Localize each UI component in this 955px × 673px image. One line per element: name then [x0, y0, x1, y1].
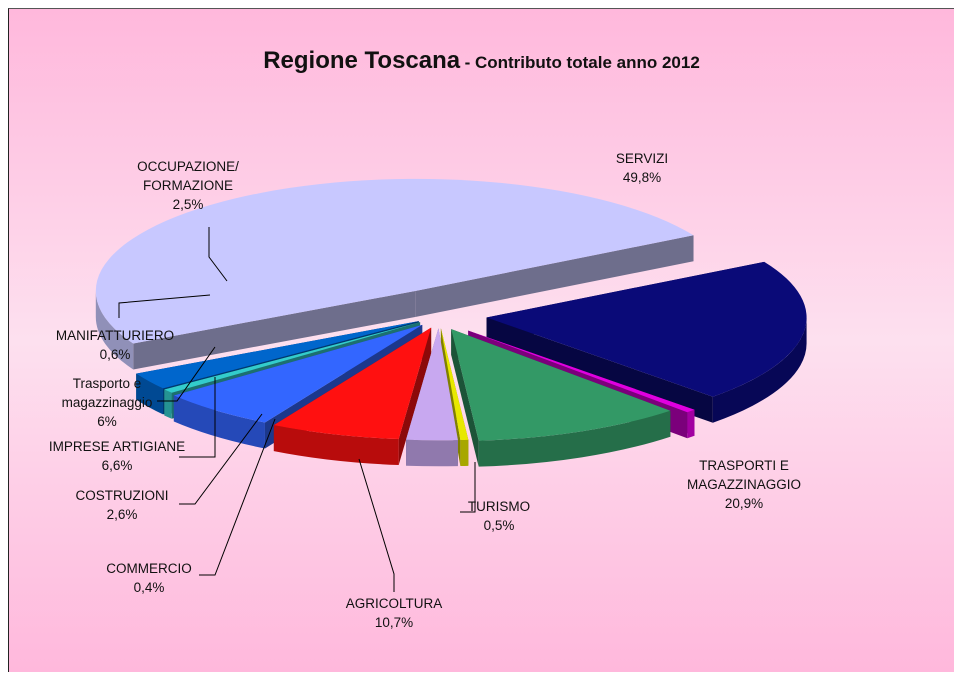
- chart-title: Regione Toscana - Contributo totale anno…: [9, 47, 954, 75]
- label-commercio-pct: 0,4%: [133, 580, 165, 595]
- leader-turismo: [460, 462, 476, 513]
- label-occupazione-formazione: OCCUPAZIONE/ FORMAZIONE 2,5%: [137, 157, 239, 214]
- leader-imprese-artigiane: [179, 377, 216, 458]
- slice-rim-trasporto-e-magazzinaggio-0: [173, 395, 265, 449]
- slice-imprese-artigiane: [273, 327, 432, 466]
- label-manifatturiero-name: MANIFATTURIERO: [55, 328, 175, 343]
- label-servizi-pct: 49,8%: [622, 170, 662, 185]
- label-occupazione-pct: 2,5%: [172, 197, 204, 212]
- slice-top-commercio: [440, 328, 469, 441]
- label-trasporti-line1: TRASPORTI E: [699, 458, 789, 473]
- slice-top-agricoltura: [451, 329, 671, 441]
- leader-trasporto-magazzinaggio: [157, 346, 216, 402]
- label-trasporto-line1: Trasporto e: [72, 376, 142, 391]
- slice-top-trasporti-e-magazzinaggio: [486, 261, 807, 397]
- slice-rim-servizi-0: [95, 290, 134, 370]
- slice-rim-turismo-0: [687, 409, 695, 439]
- label-trasporto-line2: magazzinaggio: [61, 395, 153, 410]
- slice-top-occupazione-formazione: [136, 321, 419, 389]
- label-agricoltura-pct: 10,7%: [374, 615, 414, 630]
- leader-occupazione-formazione: [208, 227, 228, 282]
- label-manifatturiero: MANIFATTURIERO 0,6%: [56, 326, 174, 364]
- slice-top-turismo: [468, 330, 695, 413]
- slice-rim-manifatturiero-0: [164, 389, 172, 419]
- slice-side-servizi-0: [133, 290, 416, 370]
- slice-rim-agricoltura-0: [478, 410, 671, 467]
- slice-side-trasporti-e-magazzinaggio-1: [486, 317, 713, 423]
- label-turismo: TURISMO 0,5%: [468, 497, 530, 535]
- label-trasporto-magazzinaggio: Trasporto e magazzinaggio 6%: [62, 374, 153, 431]
- title-sub: - Contributo totale anno 2012: [464, 53, 700, 72]
- slice-servizi: [95, 178, 694, 370]
- slice-costruzioni: [406, 328, 458, 467]
- label-costruzioni-pct: 2,6%: [106, 507, 138, 522]
- label-costruzioni-name: COSTRUZIONI: [75, 488, 169, 503]
- label-trasporti-pct: 20,9%: [724, 496, 764, 511]
- label-trasporto-pct: 6%: [97, 414, 117, 429]
- label-commercio: COMMERCIO 0,4%: [106, 559, 192, 597]
- slice-top-costruzioni: [406, 328, 458, 441]
- slice-rim-costruzioni-0: [406, 439, 458, 467]
- label-costruzioni: COSTRUZIONI 2,6%: [76, 486, 169, 524]
- leader-costruzioni: [179, 413, 263, 505]
- label-imprese-artigiane: IMPRESE ARTIGIANE 6,6%: [49, 437, 185, 475]
- label-manifatturiero-pct: 0,6%: [99, 347, 131, 362]
- label-trasporti-line2: MAGAZZINAGGIO: [686, 477, 802, 492]
- slice-rim-occupazione-formazione-0: [136, 373, 164, 415]
- label-commercio-name: COMMERCIO: [106, 561, 192, 576]
- slice-top-manifatturiero: [164, 322, 421, 393]
- label-occupazione-line2: FORMAZIONE: [142, 178, 233, 193]
- slice-rim-commercio-0: [460, 439, 469, 467]
- label-turismo-pct: 0,5%: [483, 518, 515, 533]
- slice-top-imprese-artigiane: [273, 327, 432, 440]
- label-servizi: SERVIZI 49,8%: [616, 149, 668, 187]
- title-main: Regione Toscana: [263, 47, 461, 74]
- pie-chart: [95, 178, 807, 592]
- label-agricoltura: AGRICOLTURA 10,7%: [346, 594, 443, 632]
- slice-side-servizi-1: [415, 235, 694, 317]
- slice-agricoltura: [451, 329, 671, 467]
- label-turismo-name: TURISMO: [467, 499, 531, 514]
- slice-trasporti-e-magazzinaggio: [486, 261, 807, 423]
- leader-agricoltura: [358, 458, 395, 592]
- label-servizi-name: SERVIZI: [615, 151, 669, 166]
- label-agricoltura-name: AGRICOLTURA: [345, 596, 443, 611]
- label-imprese-pct: 6,6%: [101, 458, 133, 473]
- leader-commercio: [199, 418, 276, 576]
- leader-manifatturiero: [118, 294, 211, 318]
- slice-top-trasporto-e-magazzinaggio: [173, 324, 423, 423]
- slice-top-servizi: [95, 178, 694, 344]
- slice-side-imprese-artigiane-0: [398, 327, 432, 466]
- slice-side-agricoltura-1: [451, 329, 479, 467]
- label-imprese-name: IMPRESE ARTIGIANE: [48, 439, 186, 454]
- slice-rim-imprese-artigiane-0: [273, 425, 399, 466]
- label-occupazione-line1: OCCUPAZIONE/: [137, 159, 239, 174]
- slice-rim-trasporti-e-magazzinaggio-0: [712, 317, 807, 423]
- label-trasporti-magazzinaggio: TRASPORTI E MAGAZZINAGGIO 20,9%: [687, 456, 801, 513]
- chart-area: Regione Toscana - Contributo totale anno…: [8, 8, 954, 672]
